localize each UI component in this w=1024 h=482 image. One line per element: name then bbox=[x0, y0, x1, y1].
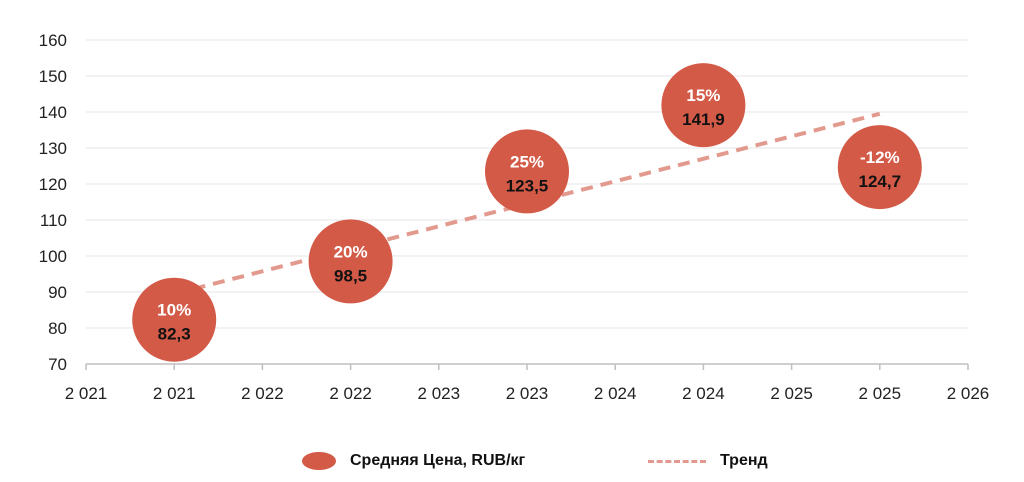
y-axis-tick-labels: 70 80 90 100 110 120 130 140 150 160 bbox=[39, 31, 67, 374]
legend-label-trend: Тренд bbox=[720, 452, 768, 469]
x-tick-label: 2 023 bbox=[506, 384, 549, 403]
x-tick-label: 2 021 bbox=[65, 384, 108, 403]
legend-label-price: Средняя Цена, RUB/кг bbox=[350, 452, 526, 469]
x-tick-label: 2 026 bbox=[947, 384, 990, 403]
value-label: 124,7 bbox=[859, 172, 902, 191]
y-tick-label: 160 bbox=[39, 31, 67, 50]
x-tick-label: 2 023 bbox=[418, 384, 461, 403]
data-point: -12% 124,7 bbox=[837, 125, 922, 210]
y-tick-label: 70 bbox=[48, 355, 67, 374]
data-point: 25% 123,5 bbox=[485, 129, 569, 214]
legend-item-trend: Тренд bbox=[648, 448, 768, 474]
data-point: 20% 98,5 bbox=[308, 219, 393, 304]
x-tick-label: 2 021 bbox=[153, 384, 196, 403]
x-tick-label: 2 025 bbox=[859, 384, 902, 403]
data-bubble bbox=[485, 129, 569, 214]
legend: Средняя Цена, RUB/кг Тренд bbox=[0, 448, 1024, 474]
data-bubble bbox=[308, 219, 393, 304]
y-tick-label: 80 bbox=[48, 319, 67, 338]
x-tick-label: 2 022 bbox=[241, 384, 284, 403]
x-axis bbox=[85, 363, 969, 370]
value-label: 82,3 bbox=[158, 325, 191, 344]
legend-swatch-price bbox=[302, 452, 336, 470]
y-tick-label: 140 bbox=[39, 103, 67, 122]
change-label: 10% bbox=[157, 301, 191, 320]
x-tick-label: 2 025 bbox=[770, 384, 813, 403]
x-tick-label: 2 024 bbox=[594, 384, 637, 403]
data-bubble bbox=[132, 277, 217, 362]
y-tick-label: 90 bbox=[48, 283, 67, 302]
change-label: 20% bbox=[334, 242, 368, 261]
x-axis-tick-labels: 2 021 2 021 2 022 2 022 2 023 2 023 2 024 2 024… bbox=[65, 384, 990, 403]
y-tick-label: 110 bbox=[40, 211, 67, 230]
data-point: 15% 141,9 bbox=[661, 63, 746, 148]
change-label: 25% bbox=[510, 152, 544, 171]
y-tick-label: 150 bbox=[39, 67, 67, 86]
x-tick-label: 2 024 bbox=[682, 384, 725, 403]
value-label: 141,9 bbox=[682, 110, 725, 129]
data-bubble bbox=[661, 63, 746, 148]
y-tick-label: 100 bbox=[39, 247, 67, 266]
change-label: 15% bbox=[686, 86, 720, 105]
data-bubble bbox=[837, 125, 922, 210]
change-label: -12% bbox=[860, 148, 900, 167]
y-tick-label: 120 bbox=[39, 175, 67, 194]
value-label: 123,5 bbox=[506, 176, 549, 195]
legend-swatch-trend bbox=[648, 459, 706, 463]
value-label: 98,5 bbox=[334, 266, 367, 285]
price-series: 10% 82,3 20% 98,5 25% 123,5 15% 141,9 -12% 124,7 bbox=[132, 63, 922, 362]
data-point: 10% 82,3 bbox=[132, 277, 217, 362]
y-tick-label: 130 bbox=[39, 139, 67, 158]
legend-item-price: Средняя Цена, RUB/кг bbox=[302, 448, 525, 474]
x-tick-label: 2 022 bbox=[329, 384, 372, 403]
